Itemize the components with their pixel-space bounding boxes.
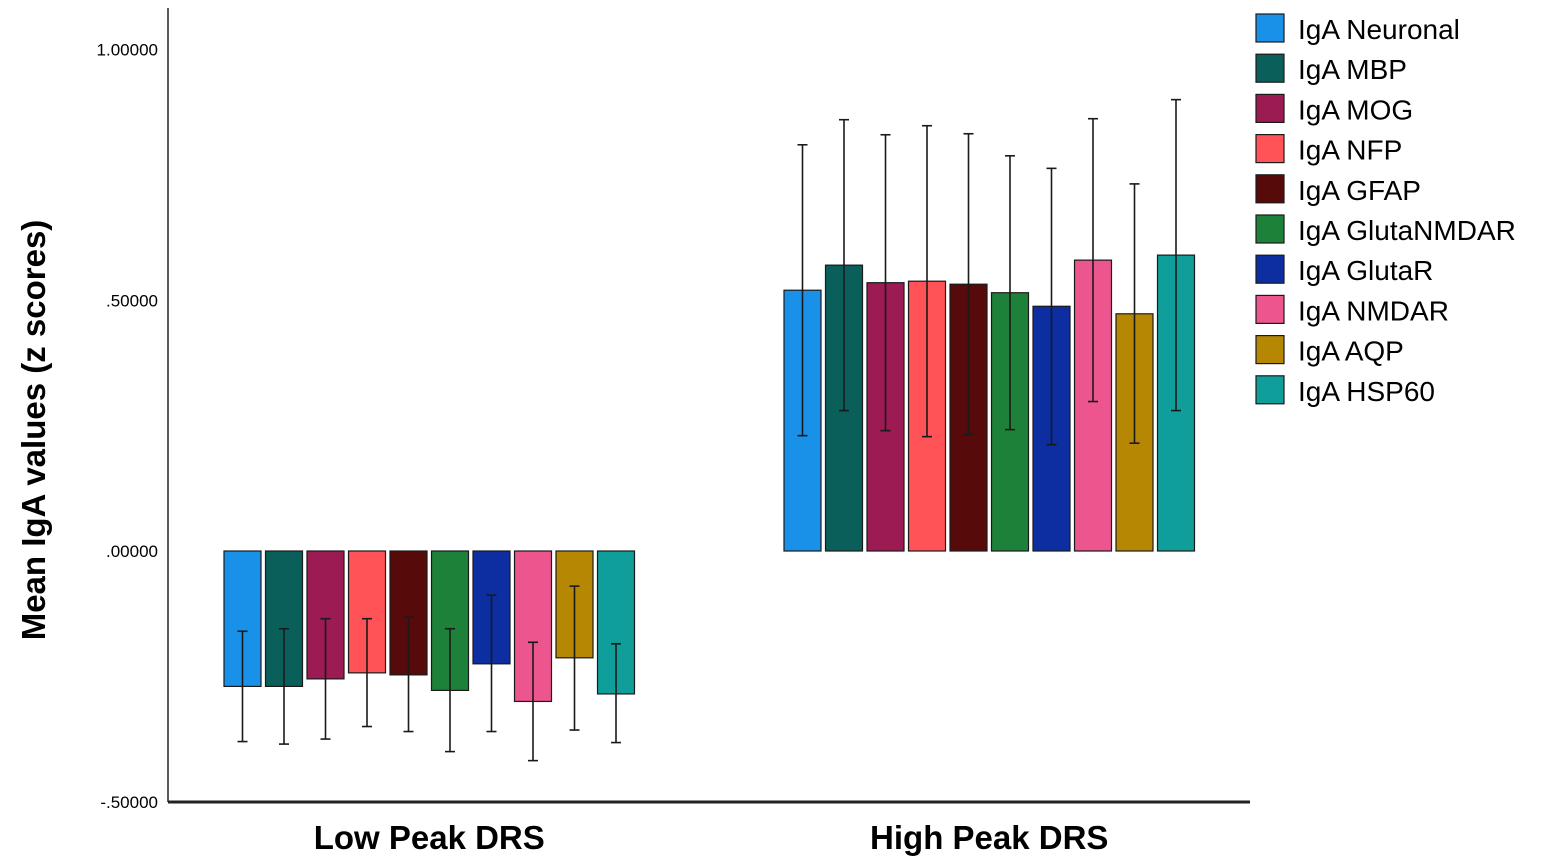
legend-label: IgA GlutaR [1298, 255, 1433, 286]
y-tick-label: 1.00000 [97, 41, 158, 60]
legend-label: IgA GFAP [1298, 175, 1421, 206]
legend-swatch [1255, 134, 1285, 164]
legend-swatch [1255, 93, 1285, 124]
legend-swatch [1255, 375, 1285, 405]
y-tick-label: -.50000 [100, 793, 158, 812]
x-category-label: Low Peak DRS [314, 819, 545, 856]
legend-swatch [1255, 214, 1285, 244]
legend-swatch [1255, 174, 1285, 204]
bar [1073, 259, 1113, 552]
legend-label: IgA GlutaNMDAR [1298, 215, 1516, 246]
legend-label: IgA HSP60 [1298, 376, 1435, 407]
legend-label: IgA MBP [1298, 54, 1407, 85]
legend-swatch [1255, 294, 1285, 324]
y-tick-label: .50000 [106, 291, 158, 310]
legend-swatch [1255, 53, 1285, 83]
legend-label: IgA AQP [1298, 336, 1404, 367]
legend-swatch [1255, 335, 1285, 365]
plot-area [223, 98, 1196, 762]
legend-label: IgA NMDAR [1298, 295, 1449, 326]
x-category-label: High Peak DRS [870, 819, 1108, 856]
legend-label: IgA MOG [1298, 94, 1413, 125]
axes: 1.00000 .50000 .00000 -.50000 Mean IgA value… [15, 8, 1250, 856]
legend: IgA Neuronal IgA MBP IgA MOG IgA NFP IgA GFA… [1255, 13, 1516, 407]
legend-label: IgA NFP [1298, 135, 1402, 166]
legend-swatch [1255, 13, 1285, 43]
legend-swatch [1255, 254, 1285, 284]
y-tick-label: .00000 [106, 542, 158, 561]
y-axis-title: Mean IgA values (z scores) [15, 220, 52, 641]
legend-label: IgA Neuronal [1298, 14, 1460, 45]
